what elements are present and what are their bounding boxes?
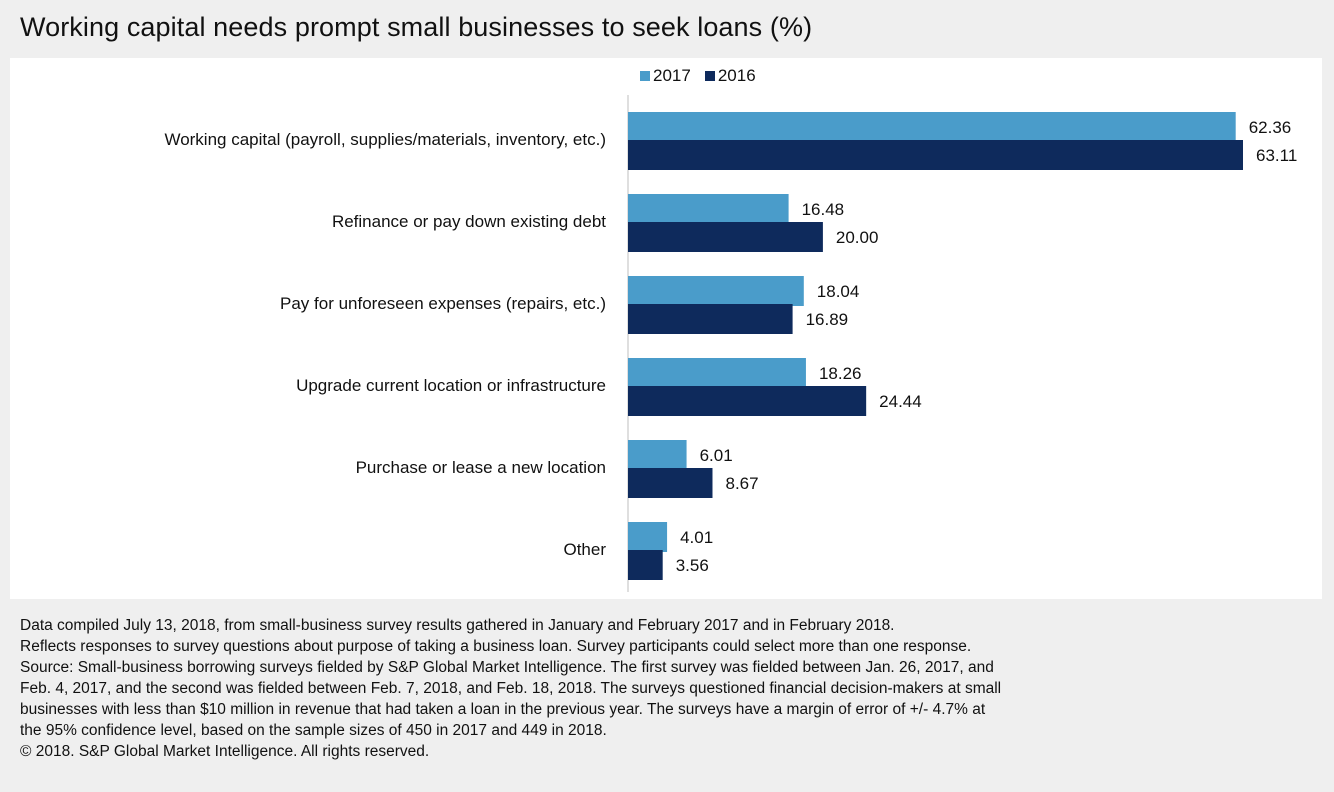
data-label-2017: 18.26: [819, 364, 862, 383]
data-label-2017: 16.48: [802, 200, 845, 219]
data-label-2016: 3.56: [676, 556, 709, 575]
note-line: Reflects responses to survey questions a…: [20, 638, 972, 655]
category-label: Other: [563, 540, 606, 559]
category-label: Pay for unforeseen expenses (repairs, et…: [280, 294, 606, 313]
bar-2017: [628, 112, 1236, 142]
data-label-2016: 8.67: [725, 474, 758, 493]
note-line: businesses with less than $10 million in…: [20, 701, 986, 718]
legend-item-2016: 2016: [704, 66, 756, 86]
legend-swatch-2017: [640, 71, 650, 81]
bar-2017: [628, 194, 789, 224]
bar-2016: [628, 386, 867, 416]
note-line: Data compiled July 13, 2018, from small-…: [20, 617, 895, 634]
bar-2016: [628, 222, 823, 252]
legend-swatch-2016: [704, 71, 715, 81]
data-label-2016: 63.11: [1256, 146, 1297, 165]
chart-notes: Data compiled July 13, 2018, from small-…: [20, 615, 1320, 762]
data-label-2017: 18.04: [817, 282, 860, 301]
bar-2016: [628, 550, 663, 580]
legend-label-2016: 2016: [717, 66, 756, 85]
bar-2016: [628, 140, 1243, 170]
category-label: Upgrade current location or infrastructu…: [296, 376, 606, 395]
data-label-2016: 20.00: [836, 228, 879, 247]
category-label: Purchase or lease a new location: [356, 458, 606, 477]
data-label-2017: 6.01: [700, 446, 733, 465]
legend-label-2017: 2017: [653, 66, 691, 85]
category-label: Working capital (payroll, supplies/mater…: [164, 130, 606, 149]
category-label: Refinance or pay down existing debt: [332, 212, 606, 231]
data-label-2016: 16.89: [806, 310, 849, 329]
data-label-2016: 24.44: [879, 392, 922, 411]
bar-2016: [628, 468, 713, 498]
note-line: Source: Small-business borrowing surveys…: [20, 659, 994, 676]
bar-2016: [628, 304, 793, 334]
data-label-2017: 62.36: [1249, 118, 1292, 137]
copyright-line: © 2018. S&P Global Market Intelligence. …: [20, 743, 430, 760]
bar-2017: [628, 440, 687, 470]
bar-2017: [628, 358, 806, 388]
bar-2017: [628, 276, 804, 306]
bar-chart: Working capital (payroll, supplies/mater…: [164, 95, 1297, 592]
data-label-2017: 4.01: [680, 528, 713, 547]
legend-item-2017: 2017: [640, 66, 691, 86]
note-line: Feb. 4, 2017, and the second was fielded…: [20, 680, 1002, 697]
note-line: the 95% confidence level, based on the s…: [20, 722, 607, 739]
bar-2017: [628, 522, 668, 552]
chart-title: Working capital needs prompt small busin…: [20, 12, 813, 42]
chart-legend: 2017 2016: [640, 66, 756, 86]
